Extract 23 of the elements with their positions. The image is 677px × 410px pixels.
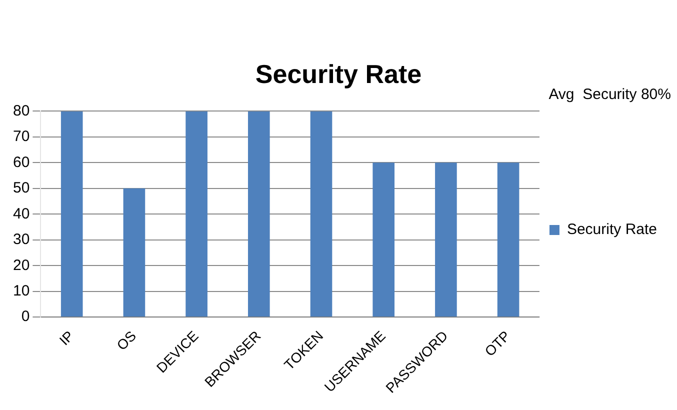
bar	[248, 111, 270, 317]
bar	[60, 111, 83, 317]
bar	[186, 111, 208, 317]
x-tick-label: OTP	[481, 328, 514, 360]
bar	[310, 111, 332, 317]
y-tick-label: 50	[12, 180, 30, 197]
bar	[372, 162, 395, 317]
y-tick-label: 30	[12, 231, 30, 248]
bar	[123, 188, 146, 317]
bar	[435, 162, 457, 317]
legend-label: Security Rate	[566, 221, 658, 238]
y-tick-label: 10	[12, 282, 30, 300]
y-tick-label: 60	[12, 154, 30, 171]
x-tick-label: IP	[56, 328, 77, 348]
y-tick-label: 70	[12, 128, 30, 146]
text: Avg Security 80%	[548, 86, 671, 103]
chart-title: Security Rate	[255, 58, 422, 89]
y-tick-label: 0	[21, 308, 30, 326]
y-tick-label: 20	[12, 256, 30, 274]
y-tick-label: 40	[12, 205, 30, 222]
x-tick-label: OS	[113, 328, 140, 354]
y-tick-label: 80	[12, 102, 30, 120]
bar	[497, 162, 520, 317]
